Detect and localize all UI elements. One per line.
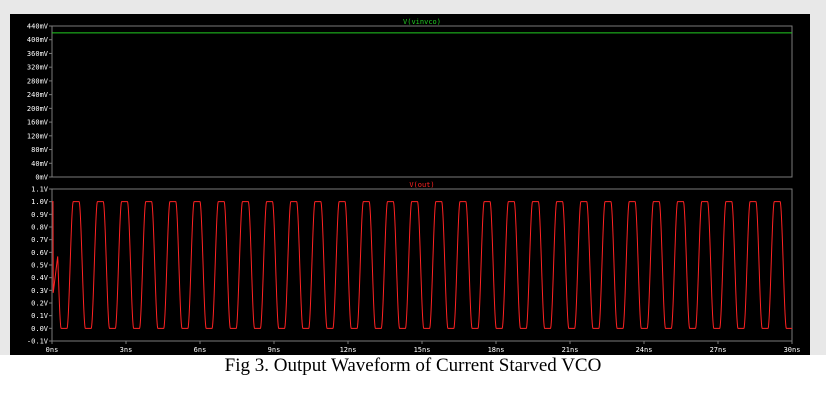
y-tick-label: 0.1V <box>31 312 49 320</box>
x-tick-label: 3ns <box>120 346 133 354</box>
y-tick-label: 40mV <box>31 160 49 168</box>
pane2-y-axis: 1.1V 1.0V 0.9V 0.8V 0.7V 0.6V 0.5V 0.4V 0.3V 0.2V… <box>27 186 52 346</box>
y-tick-label: 0mV <box>35 174 48 182</box>
y-tick-label: 1.1V <box>31 186 49 194</box>
figure-caption: Fig 3. Output Waveform of Current Starve… <box>224 355 602 376</box>
y-tick-label: 320mV <box>27 64 49 72</box>
pane1-y-axis: 440mV 400mV 360mV 320mV 280mV 240mV 200mV 160mV… <box>27 23 52 182</box>
x-tick-label: 12ns <box>340 346 357 354</box>
waveform-figure: V(vinvco) 440mV 400mV 360mV 320mV 280mV 240mV… <box>0 0 826 355</box>
y-tick-label: 400mV <box>27 36 49 44</box>
y-tick-label: 440mV <box>27 23 49 31</box>
y-tick-label: 240mV <box>27 91 49 99</box>
y-tick-label: 0.3V <box>31 287 49 295</box>
x-tick-label: 30ns <box>784 346 801 354</box>
pane1-border <box>51 25 793 178</box>
y-tick-label: 200mV <box>27 105 49 113</box>
y-tick-label: 1.0V <box>31 198 49 206</box>
y-tick-label: 0.2V <box>31 300 49 308</box>
y-tick-label: 0.7V <box>31 236 49 244</box>
y-tick-label: 280mV <box>27 77 49 85</box>
x-tick-label: 15ns <box>414 346 431 354</box>
y-tick-label: 160mV <box>27 119 49 127</box>
x-tick-label: 9ns <box>268 346 281 354</box>
x-tick-label: 0ns <box>46 346 59 354</box>
y-tick-label: 0.9V <box>31 211 49 219</box>
x-axis: 0ns 3ns 6ns 9ns 12ns 15ns 18ns 21ns 24ns 27ns 30ns <box>46 341 801 354</box>
x-tick-label: 24ns <box>636 346 653 354</box>
x-tick-label: 21ns <box>562 346 579 354</box>
y-tick-label: 0.6V <box>31 249 49 257</box>
y-tick-label: 0.8V <box>31 224 49 232</box>
series-out-line <box>52 201 792 329</box>
x-tick-label: 18ns <box>488 346 505 354</box>
x-tick-label: 6ns <box>194 346 207 354</box>
y-tick-label: 120mV <box>27 132 49 140</box>
y-tick-label: -0.1V <box>27 338 49 346</box>
y-tick-label: 360mV <box>27 50 49 58</box>
y-tick-label: 0.5V <box>31 262 49 270</box>
pane2-title: V(out) <box>409 181 434 189</box>
y-tick-label: 0.0V <box>31 325 49 333</box>
y-tick-label: 0.4V <box>31 274 49 282</box>
plot-background <box>10 14 810 355</box>
pane1-title: V(vinvco) <box>403 18 441 26</box>
x-tick-label: 27ns <box>710 346 727 354</box>
y-tick-label: 80mV <box>31 146 49 154</box>
